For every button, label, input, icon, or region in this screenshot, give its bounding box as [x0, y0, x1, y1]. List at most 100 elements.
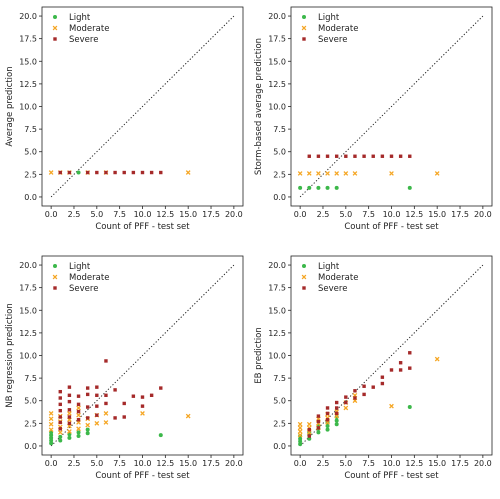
legend-marker-moderate — [301, 274, 307, 280]
data-point-severe — [76, 394, 81, 398]
y-tick-label: 20.0 — [19, 12, 37, 21]
data-point-severe — [67, 408, 72, 412]
data-point-light — [325, 424, 330, 429]
x-tick-label: 7.5 — [113, 210, 126, 219]
y-tick-label: 15.0 — [19, 57, 37, 66]
data-point-light — [316, 430, 321, 435]
data-point-severe — [316, 154, 321, 158]
y-tick-label: 2.5 — [24, 419, 37, 428]
data-point-moderate — [297, 429, 303, 434]
data-point-moderate — [48, 427, 54, 433]
data-point-light — [325, 427, 330, 432]
x-tick-label: 15.0 — [428, 459, 446, 468]
data-point-moderate — [76, 426, 81, 432]
data-point-severe — [58, 396, 62, 400]
y-tick-label: 12.5 — [268, 80, 286, 89]
x-tick-label: 2.5 — [68, 210, 81, 219]
data-point-severe — [316, 426, 321, 430]
data-point-moderate — [85, 422, 91, 428]
data-point-severe — [140, 170, 145, 175]
x-tick-label: 15.0 — [179, 459, 197, 468]
data-point-severe — [325, 411, 330, 416]
y-tick-label: 17.5 — [19, 35, 37, 44]
data-point-moderate — [334, 171, 340, 176]
data-point-severe — [122, 401, 126, 406]
data-point-severe — [113, 388, 117, 392]
data-point-moderate — [343, 405, 349, 411]
y-tick-label: 20.0 — [268, 261, 286, 270]
y-tick-label: 7.5 — [24, 374, 37, 383]
data-point-severe — [344, 154, 348, 158]
x-axis-label: Count of PFF - test set — [344, 471, 439, 481]
data-point-severe — [334, 400, 339, 405]
legend-label-moderate: Moderate — [318, 24, 358, 34]
data-point-severe — [104, 359, 108, 363]
data-point-moderate — [389, 403, 394, 409]
y-tick-label: 2.5 — [273, 170, 286, 179]
data-point-severe — [58, 389, 62, 394]
legend-label-severe: Severe — [318, 284, 347, 294]
data-point-severe — [67, 170, 72, 175]
y-tick-label: 2.5 — [273, 419, 286, 428]
panel-average-prediction: 0.0 0.0 2.5 2.5 5.0 5.0 7.5 7.5 10.0 10.0 12.5 12.5… — [5, 6, 244, 232]
data-point-moderate — [48, 421, 54, 427]
data-point-moderate — [48, 170, 54, 175]
data-point-severe — [408, 351, 412, 355]
data-point-severe — [325, 406, 330, 410]
legend-label-light: Light — [318, 262, 340, 272]
x-tick-label: 10.0 — [383, 210, 401, 219]
y-axis-label: NB regression prediction — [5, 303, 15, 408]
data-point-light — [58, 438, 63, 443]
legend-marker-moderate — [301, 25, 307, 31]
y-tick-label: 12.5 — [268, 329, 286, 338]
data-point-moderate — [352, 171, 358, 176]
data-point-severe — [131, 170, 136, 175]
data-point-severe — [380, 375, 385, 379]
data-point-moderate — [103, 411, 109, 416]
data-point-light — [58, 434, 63, 439]
y-tick-label: 17.5 — [19, 284, 37, 293]
x-tick-label: 12.5 — [405, 459, 423, 468]
data-point-light — [67, 435, 72, 440]
data-point-severe — [353, 154, 357, 158]
data-point-severe — [398, 154, 403, 158]
y-axis-label: EB prediction — [254, 327, 264, 384]
data-point-severe — [67, 421, 72, 426]
y-tick-label: 20.0 — [268, 12, 286, 21]
data-point-severe — [325, 154, 330, 158]
x-tick-label: 5.0 — [90, 210, 103, 219]
y-tick-label: 10.0 — [268, 352, 286, 361]
data-point-severe — [76, 409, 81, 414]
y-tick-label: 17.5 — [268, 284, 286, 293]
x-tick-label: 20.0 — [225, 459, 243, 468]
x-tick-label: 0.0 — [45, 459, 58, 468]
legend-marker-severe — [53, 37, 57, 41]
x-tick-label: 17.5 — [202, 459, 220, 468]
data-point-severe — [67, 399, 72, 404]
data-point-moderate — [67, 429, 72, 434]
data-point-severe — [159, 170, 163, 175]
x-tick-label: 5.0 — [90, 459, 103, 468]
data-point-light — [85, 427, 90, 432]
legend-label-severe: Severe — [318, 35, 347, 45]
data-point-severe — [58, 170, 62, 175]
data-point-light — [407, 185, 412, 190]
data-point-light — [334, 422, 339, 427]
data-point-severe — [371, 385, 375, 389]
data-point-severe — [408, 366, 412, 370]
y-axis-label: Average prediction — [5, 66, 15, 146]
legend-marker-moderate — [52, 274, 58, 280]
x-tick-label: 15.0 — [179, 210, 197, 219]
x-tick-label: 7.5 — [362, 210, 375, 219]
data-point-moderate — [67, 411, 72, 416]
data-point-severe — [85, 392, 90, 397]
legend-label-light: Light — [69, 13, 91, 23]
data-point-severe — [334, 154, 339, 158]
legend-label-moderate: Moderate — [69, 24, 109, 34]
x-tick-label: 10.0 — [134, 459, 152, 468]
data-point-severe — [104, 170, 108, 175]
x-tick-label: 2.5 — [317, 459, 330, 468]
data-point-light — [334, 185, 339, 190]
y-tick-label: 10.0 — [268, 103, 286, 112]
legend-label-light: Light — [69, 262, 91, 272]
